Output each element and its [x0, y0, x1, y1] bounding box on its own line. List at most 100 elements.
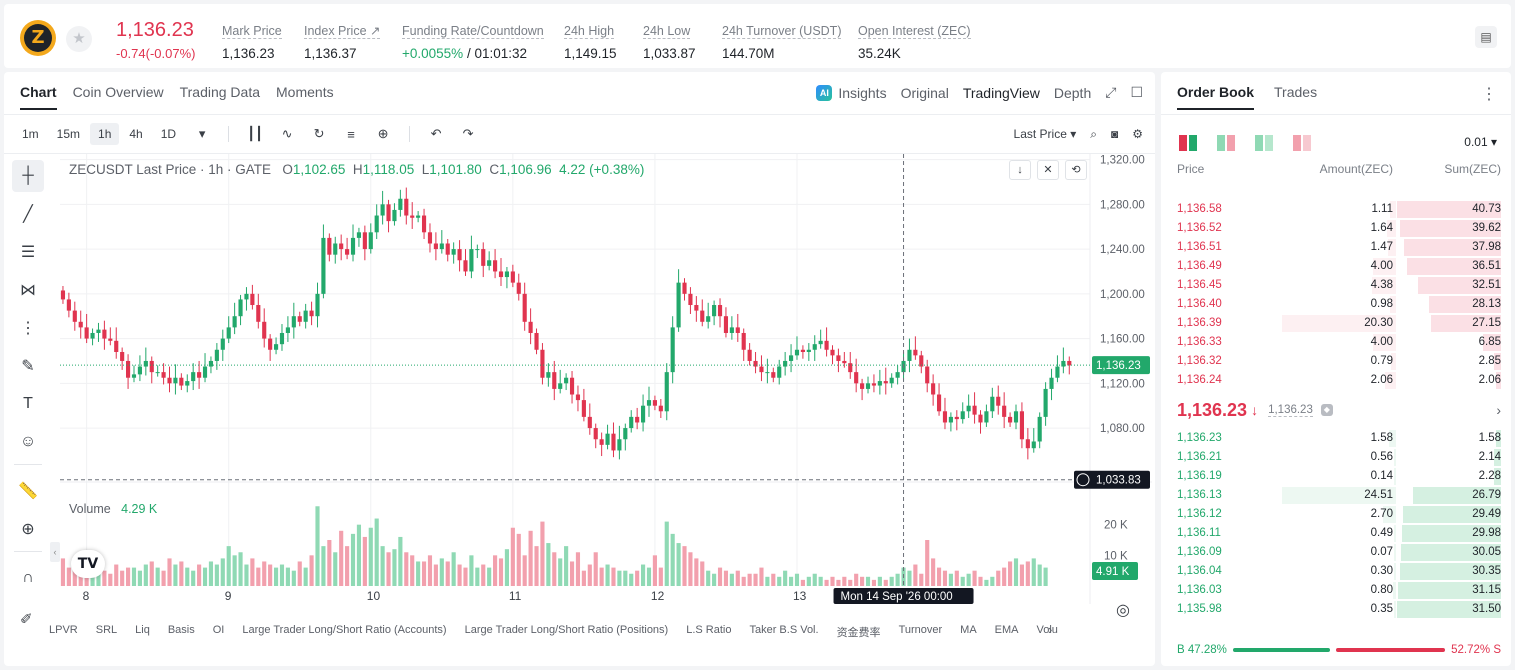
candle-body [706, 316, 711, 322]
timeframe-1m[interactable]: 1m [22, 127, 39, 141]
bid-row[interactable]: 1,136.11 0.49 29.98 [1161, 524, 1501, 543]
chevron-right-icon[interactable]: › [1496, 402, 1501, 418]
tab-depth[interactable]: Depth [1053, 84, 1092, 101]
trend-line-icon[interactable]: ╱ [23, 206, 33, 223]
replay-icon[interactable]: ↻ [313, 126, 325, 141]
ask-row[interactable]: 1,136.24 2.06 2.06 [1161, 371, 1501, 390]
price-type-select[interactable]: Last Price ▾ [1013, 127, 1077, 141]
ask-row[interactable]: 1,136.39 20.30 27.15 [1161, 314, 1501, 333]
text-icon[interactable]: T [23, 395, 33, 412]
tab-moments[interactable]: Moments [276, 84, 334, 100]
bid-row[interactable]: 1,136.09 0.07 30.05 [1161, 543, 1501, 562]
chevron-right-icon[interactable]: › [1048, 622, 1053, 637]
pattern-icon[interactable]: ⋈ [20, 282, 36, 299]
indicator-item[interactable]: Large Trader Long/Short Ratio (Positions… [464, 624, 669, 636]
ask-row[interactable]: 1,136.58 1.11 40.73 [1161, 200, 1501, 219]
ask-row[interactable]: 1,136.32 0.79 2.85 [1161, 352, 1501, 371]
horizontal-lines-icon[interactable]: ☰ [20, 244, 36, 261]
ruler-icon[interactable]: 📏 [18, 483, 38, 500]
tab-order-book[interactable]: Order Book [1177, 84, 1255, 110]
add-indicator-icon[interactable]: ⊕ [377, 126, 389, 141]
camera-icon[interactable]: ◙ [1110, 127, 1119, 141]
tab-trades[interactable]: Trades [1274, 84, 1318, 100]
loop-icon[interactable]: ⟲ [1065, 160, 1087, 180]
chart-settings-icon[interactable]: ◎ [1116, 602, 1130, 619]
favorite-star-icon[interactable]: ★ [66, 26, 92, 52]
indicators-icon[interactable]: ∿ [281, 126, 293, 141]
more-menu-icon[interactable]: ⋮ [1481, 86, 1497, 103]
ask-row[interactable]: 1,136.33 4.00 6.85 [1161, 333, 1501, 352]
candle-body [534, 332, 539, 350]
bid-row[interactable]: 1,136.23 1.58 1.58 [1161, 429, 1501, 448]
ask-row[interactable]: 1,136.40 0.98 28.13 [1161, 295, 1501, 314]
candle-type-icon[interactable]: ┃┃ [247, 126, 263, 141]
tradingview-logo[interactable]: TV [71, 550, 105, 578]
close-icon[interactable]: ✕ [1037, 160, 1059, 180]
indicator-item[interactable]: LPVR [49, 624, 78, 636]
bid-row[interactable]: 1,136.03 0.80 31.15 [1161, 581, 1501, 600]
indicator-item[interactable]: Taker B.S Vol. [749, 624, 819, 636]
indicator-item[interactable]: OI [212, 624, 225, 636]
templates-icon[interactable]: ≡ [347, 126, 355, 142]
layout-bids-icon[interactable] [1255, 135, 1273, 151]
bid-row[interactable]: 1,136.04 0.30 30.35 [1161, 562, 1501, 581]
brush-icon[interactable]: ✎ [21, 358, 35, 375]
fib-icon[interactable]: ⋮ [20, 320, 36, 337]
price-chart[interactable]: 1,320.00 1,280.00 1,240.00 1,200.00 1,160.00… [60, 154, 1152, 604]
collapse-toolbar-icon[interactable]: ‹ [50, 542, 60, 562]
pencil-ruler-icon[interactable]: ✐ [20, 611, 33, 628]
timeframe-1h[interactable]: 1h [90, 123, 120, 145]
search-icon[interactable]: ⌕ [1090, 126, 1097, 141]
indicator-item[interactable]: Large Trader Long/Short Ratio (Accounts) [242, 624, 447, 636]
layout-mixed-icon[interactable] [1217, 135, 1235, 151]
candle-body [102, 329, 107, 339]
gear-icon[interactable]: ⚙ [1132, 127, 1143, 141]
undo-icon[interactable]: ↶ [430, 126, 442, 141]
zoom-in-icon[interactable]: ⊕ [21, 521, 35, 538]
candle-body [865, 383, 871, 389]
bid-row[interactable]: 1,136.12 2.70 29.49 [1161, 505, 1501, 524]
indicator-item[interactable]: Volu [1036, 624, 1058, 636]
last-price-row[interactable]: 1,136.23 ↓ 1,136.23 ◆ › [1177, 399, 1501, 420]
insights-button[interactable]: AI Insights [816, 84, 887, 101]
tab-original[interactable]: Original [900, 84, 949, 101]
indicator-item[interactable]: SRL [95, 624, 118, 636]
bid-row[interactable]: 1,135.98 0.35 31.50 [1161, 600, 1501, 619]
timeframe-dropdown-icon[interactable]: ▾ [198, 126, 206, 141]
layout-asks-icon[interactable] [1293, 135, 1311, 151]
crosshair-icon[interactable]: ┼ [12, 160, 44, 192]
ask-row[interactable]: 1,136.49 4.00 36.51 [1161, 257, 1501, 276]
indicator-item[interactable]: L.S Ratio [686, 624, 732, 636]
window-icon[interactable]: ☐ [1130, 84, 1143, 100]
ask-row[interactable]: 1,136.51 1.47 37.98 [1161, 238, 1501, 257]
timeframe-1d[interactable]: 1D [160, 127, 177, 141]
tab-coin-overview[interactable]: Coin Overview [72, 84, 164, 100]
ask-row[interactable]: 1,136.45 4.38 32.51 [1161, 276, 1501, 295]
indicator-item[interactable]: Basis [167, 624, 195, 636]
redo-icon[interactable]: ↷ [462, 126, 474, 141]
bid-row[interactable]: 1,136.21 0.56 2.14 [1161, 448, 1501, 467]
bid-row[interactable]: 1,136.19 0.14 2.28 [1161, 467, 1501, 486]
indicator-item[interactable]: EMA [994, 624, 1019, 636]
arrow-down-icon[interactable]: ↓ [1009, 160, 1031, 180]
indicator-item[interactable]: 资金费率 [836, 627, 881, 639]
tab-chart[interactable]: Chart [20, 84, 57, 110]
timeframe-15m[interactable]: 15m [56, 127, 81, 141]
timeframe-4h[interactable]: 4h [129, 127, 143, 141]
candle-body [510, 271, 515, 283]
tab-tradingview[interactable]: TradingView [962, 84, 1040, 101]
precision-select[interactable]: 0.01 ▾ [1464, 135, 1497, 149]
indicator-item[interactable]: Turnover [898, 624, 943, 636]
order-sum: 40.73 [1472, 203, 1501, 215]
emoji-icon[interactable]: ☺ [19, 433, 37, 450]
indicator-item[interactable]: Liq [135, 624, 150, 636]
bid-row[interactable]: 1,136.13 24.51 26.79 [1161, 486, 1501, 505]
book-icon[interactable]: ▤ [1475, 26, 1497, 48]
layout-both-icon[interactable] [1179, 135, 1197, 151]
indicator-item[interactable]: MA [960, 624, 977, 636]
candle-body [202, 366, 208, 378]
ask-row[interactable]: 1,136.52 1.64 39.62 [1161, 219, 1501, 238]
magnet-icon[interactable]: ∩ [22, 569, 34, 586]
expand-icon[interactable]: ⤢ [1105, 84, 1117, 100]
tab-trading-data[interactable]: Trading Data [179, 84, 261, 100]
